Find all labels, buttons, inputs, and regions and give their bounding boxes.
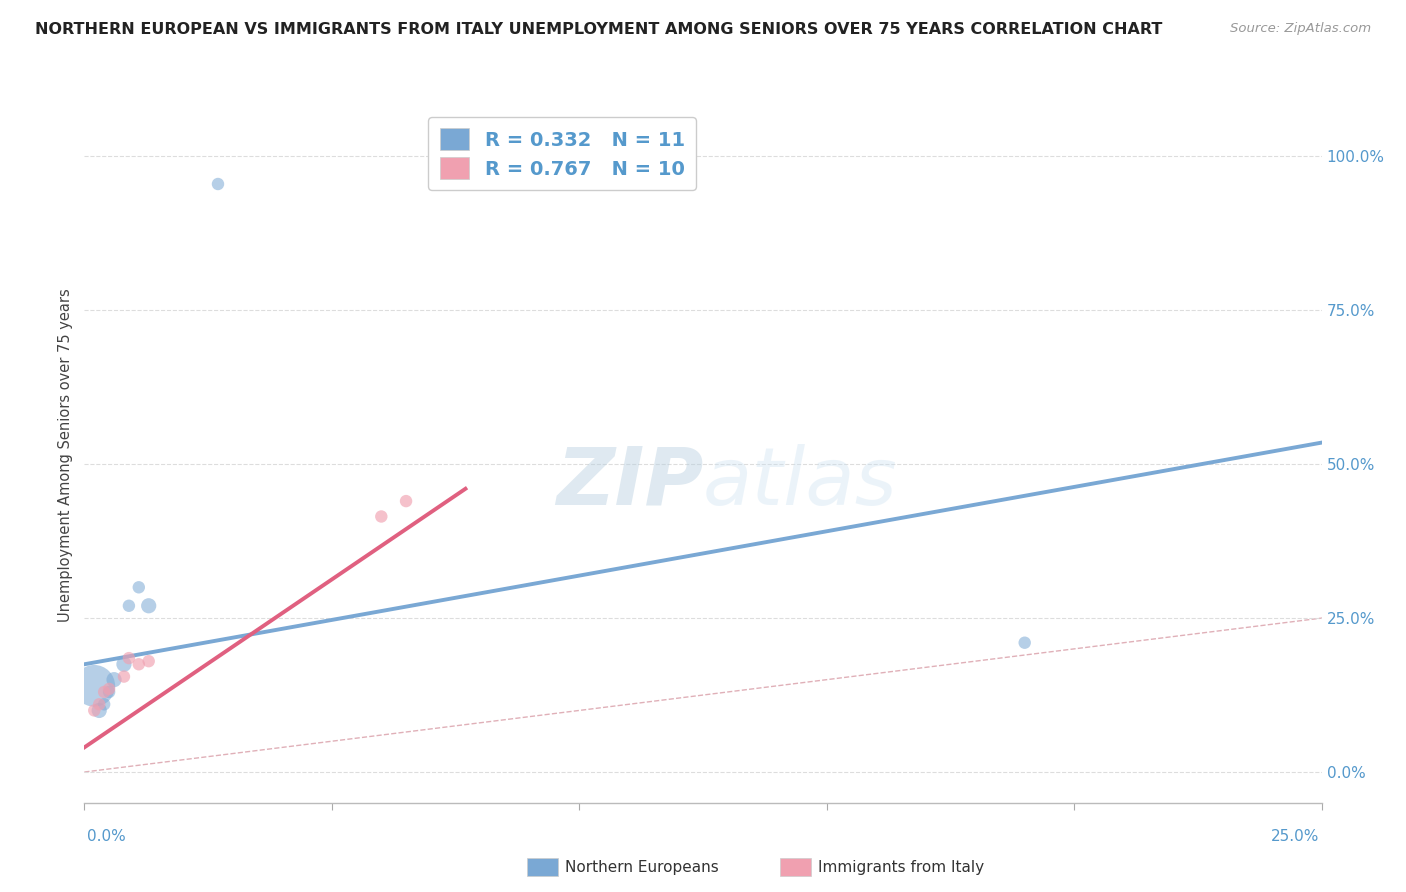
Y-axis label: Unemployment Among Seniors over 75 years: Unemployment Among Seniors over 75 years — [58, 288, 73, 622]
Point — [89, 698, 111, 712]
Text: 25.0%: 25.0% — [1271, 830, 1319, 844]
Point — [1014, 636, 1036, 650]
Point — [128, 580, 150, 594]
Point — [112, 657, 135, 672]
Text: atlas: atlas — [703, 443, 898, 522]
Point — [207, 177, 229, 191]
Point — [98, 681, 121, 696]
Point — [98, 685, 121, 699]
Point — [93, 698, 115, 712]
Point — [93, 685, 115, 699]
Point — [138, 654, 160, 668]
Point — [128, 657, 150, 672]
Point — [118, 651, 141, 665]
Text: Immigrants from Italy: Immigrants from Italy — [818, 860, 984, 874]
Text: Source: ZipAtlas.com: Source: ZipAtlas.com — [1230, 22, 1371, 36]
Point — [89, 703, 111, 717]
Point — [103, 673, 125, 687]
Point — [112, 669, 135, 683]
Text: NORTHERN EUROPEAN VS IMMIGRANTS FROM ITALY UNEMPLOYMENT AMONG SENIORS OVER 75 YE: NORTHERN EUROPEAN VS IMMIGRANTS FROM ITA… — [35, 22, 1163, 37]
Point — [118, 599, 141, 613]
Text: 0.0%: 0.0% — [87, 830, 127, 844]
Legend: R = 0.332   N = 11, R = 0.767   N = 10: R = 0.332 N = 11, R = 0.767 N = 10 — [429, 117, 696, 190]
Point — [395, 494, 418, 508]
Point — [138, 599, 160, 613]
Text: ZIP: ZIP — [555, 443, 703, 522]
Point — [83, 703, 105, 717]
Point — [370, 509, 392, 524]
Point — [83, 679, 105, 693]
Text: Northern Europeans: Northern Europeans — [565, 860, 718, 874]
